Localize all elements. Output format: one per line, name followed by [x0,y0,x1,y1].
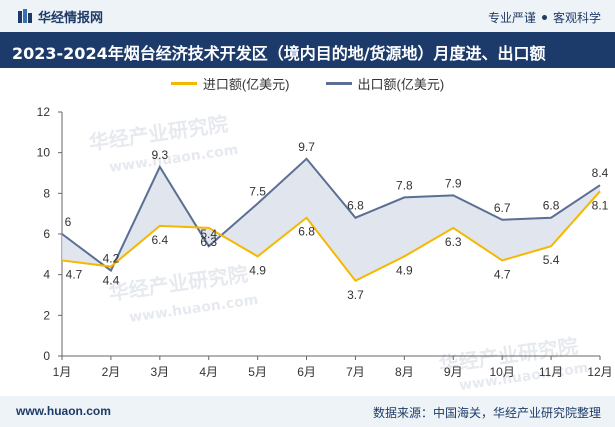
title-bar: 2023-2024年烟台经济技术开发区（境内目的地/货源地）月度进、出口额 [0,32,615,68]
area-between-series [62,158,600,281]
plot-area: 0 2 4 6 8 10 12 1月 2月 3月 4月 5月 6月 7月 8月 9月 10月 11月 12月 6 4.2… [37,105,613,379]
dot-icon [541,15,547,20]
x-tick-label: 5月 [248,365,267,379]
import-data-label: 5.4 [543,253,560,267]
x-tick-label: 1月 [53,365,72,379]
x-tick-label: 12月 [587,365,612,379]
chart-title: 2023-2024年烟台经济技术开发区（境内目的地/货源地）月度进、出口额 [12,44,546,63]
export-data-label: 6.8 [347,199,364,213]
x-tick-label: 8月 [395,365,414,379]
import-data-label: 4.9 [396,263,413,277]
import-data-label: 4.9 [249,263,266,277]
import-data-label: 4.4 [103,274,120,288]
import-data-label: 4.7 [66,267,83,281]
import-data-label: 6.3 [200,235,217,249]
export-data-label: 7.5 [249,185,266,199]
slogan-right: 客观科学 [552,11,601,25]
legend-item-import: 进口额(亿美元) [170,74,290,93]
legend-label-export: 出口额(亿美元) [357,76,445,92]
footer-website: www.huaon.com [16,404,111,418]
export-data-label: 6.8 [543,199,560,213]
import-data-label: 6.3 [445,235,462,249]
import-data-label: 4.7 [494,267,511,281]
slogan: 专业严谨 客观科学 [488,9,601,26]
x-tick-label: 9月 [444,365,463,379]
top-bar: 华经情报网 专业严谨 客观科学 [0,0,615,32]
x-tick-label: 10月 [490,365,515,379]
chart: 华经产业研究院 www.huaon.com 华经产业研究院 www.huaon.… [37,105,613,394]
y-tick-label: 8 [43,186,50,200]
export-data-label: 6 [65,215,72,229]
import-line [61,190,601,283]
x-tick-label: 6月 [297,365,316,379]
legend-item-export: 出口额(亿美元) [325,74,445,93]
x-tick-label: 7月 [346,365,365,379]
export-data-label: 5.4 [200,227,217,241]
export-data-label: 4.2 [103,252,120,266]
y-tick-label: 6 [43,227,50,241]
export-data-label: 6.7 [494,201,511,215]
slogan-left: 专业严谨 [487,11,536,25]
y-tick-label: 0 [43,349,50,363]
import-data-label: 8.1 [592,198,609,212]
y-tick-label: 10 [37,146,51,160]
export-data-label: 8.4 [592,166,609,180]
x-tick-label: 2月 [102,365,121,379]
brand-logo-icon [18,9,32,23]
x-tick-label: 4月 [199,365,218,379]
legend-swatch-import [170,81,197,85]
export-data-label: 7.8 [396,178,413,192]
x-tick-label: 3月 [150,365,169,379]
import-data-label: 6.4 [151,233,168,247]
brand: 华经情报网 [18,8,104,25]
brand-name: 华经情报网 [38,9,104,25]
import-data-label: 6.8 [298,225,315,239]
y-tick-label: 2 [43,308,50,322]
footer: www.huaon.com 数据来源：中国海关，华经产业研究院整理 [0,396,615,427]
legend: 进口额(亿美元) 出口额(亿美元) [0,73,615,93]
legend-swatch-export [325,81,352,85]
export-data-label: 9.7 [298,140,315,154]
footer-source: 数据来源：中国海关，华经产业研究院整理 [372,406,601,420]
import-data-label: 3.7 [347,288,364,302]
y-tick-label: 12 [37,105,51,119]
x-tick-label: 11月 [539,365,563,379]
export-data-label: 9.3 [151,148,168,162]
export-line [61,157,601,273]
export-data-label: 7.9 [445,176,462,190]
y-tick-label: 4 [43,268,50,282]
legend-label-import: 进口额(亿美元) [202,76,290,92]
